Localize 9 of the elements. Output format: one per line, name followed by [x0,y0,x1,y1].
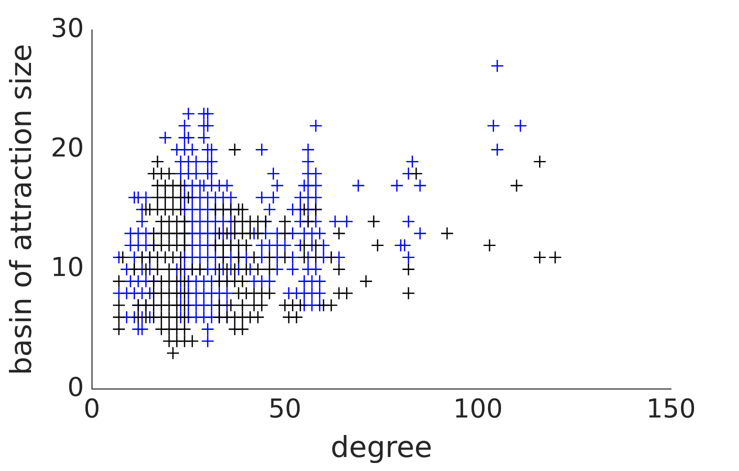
x-axis-title: degree [330,430,432,464]
y-tick-label: 30 [50,14,84,44]
x-tick-label: 150 [646,394,696,424]
x-tick-label: 50 [268,394,302,424]
y-axis-title: basin of attraction size [4,44,38,376]
y-tick-label: 10 [50,253,84,284]
x-tick-label: 100 [453,394,503,424]
y-tick-label: 0 [67,372,84,403]
y-tick-label: 20 [50,133,84,164]
